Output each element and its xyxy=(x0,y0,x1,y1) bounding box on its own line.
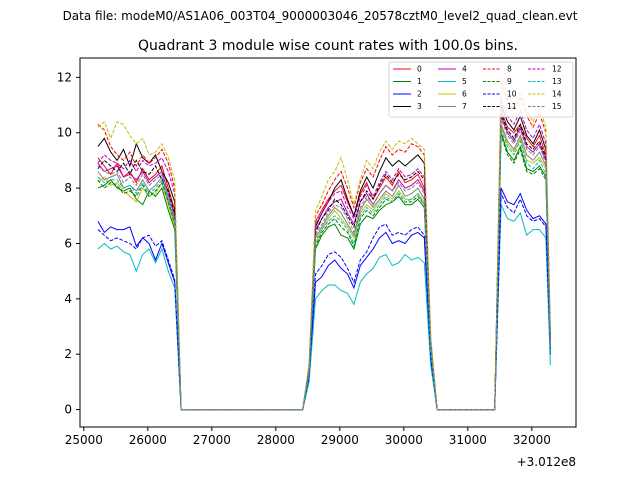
chart-title: Quadrant 3 module wise count rates with … xyxy=(138,38,518,54)
legend-label-0: 0 xyxy=(417,65,422,74)
legend-label-12: 12 xyxy=(552,65,562,74)
x-axis: 25000 26000 27000 28000 29000 30000 31000 32000 xyxy=(65,427,551,447)
legend-label-6: 6 xyxy=(462,90,467,99)
legend-label-10: 10 xyxy=(507,90,517,99)
legend-label-8: 8 xyxy=(507,65,512,74)
x-tick-label: 32000 xyxy=(513,433,551,447)
y-tick-label: 8 xyxy=(64,181,72,195)
legend-label-15: 15 xyxy=(552,102,562,111)
legend-label-11: 11 xyxy=(507,102,517,111)
x-tick-label: 27000 xyxy=(193,433,231,447)
legend-label-9: 9 xyxy=(507,77,512,86)
y-tick-label: 12 xyxy=(57,70,72,84)
y-tick-label: 0 xyxy=(64,403,72,417)
legend-label-3: 3 xyxy=(417,102,422,111)
axes-frame xyxy=(79,57,577,428)
series-line-12 xyxy=(97,99,551,411)
y-tick-label: 2 xyxy=(64,347,72,361)
y-tick-label: 6 xyxy=(64,236,72,250)
file-suptitle: Data file: modeM0/AS1A06_003T04_90000030… xyxy=(63,9,578,23)
legend-label-13: 13 xyxy=(552,77,562,86)
series-line-13 xyxy=(97,129,551,411)
series-line-11 xyxy=(97,113,551,411)
x-tick-label: 30000 xyxy=(385,433,423,447)
x-tick-label: 26000 xyxy=(129,433,167,447)
x-offset-label: +3.012e8 xyxy=(517,455,576,469)
legend-label-1: 1 xyxy=(417,77,422,86)
legend-box xyxy=(388,61,574,118)
legend-label-2: 2 xyxy=(417,90,422,99)
x-tick-label: 28000 xyxy=(257,433,295,447)
series-group xyxy=(97,77,551,411)
legend-label-7: 7 xyxy=(462,102,467,111)
plot-area xyxy=(79,57,577,428)
y-axis: 0 2 4 6 8 10 12 xyxy=(57,70,80,417)
legend-label-4: 4 xyxy=(462,65,467,74)
x-tick-label: 31000 xyxy=(449,433,487,447)
x-tick-label: 29000 xyxy=(321,433,359,447)
y-tick-label: 10 xyxy=(57,126,72,140)
series-line-15 xyxy=(97,118,551,411)
y-tick-label: 4 xyxy=(64,292,72,306)
legend-label-14: 14 xyxy=(552,90,562,99)
series-line-14 xyxy=(97,77,551,411)
legend-label-5: 5 xyxy=(462,77,467,86)
x-tick-label: 25000 xyxy=(65,433,103,447)
